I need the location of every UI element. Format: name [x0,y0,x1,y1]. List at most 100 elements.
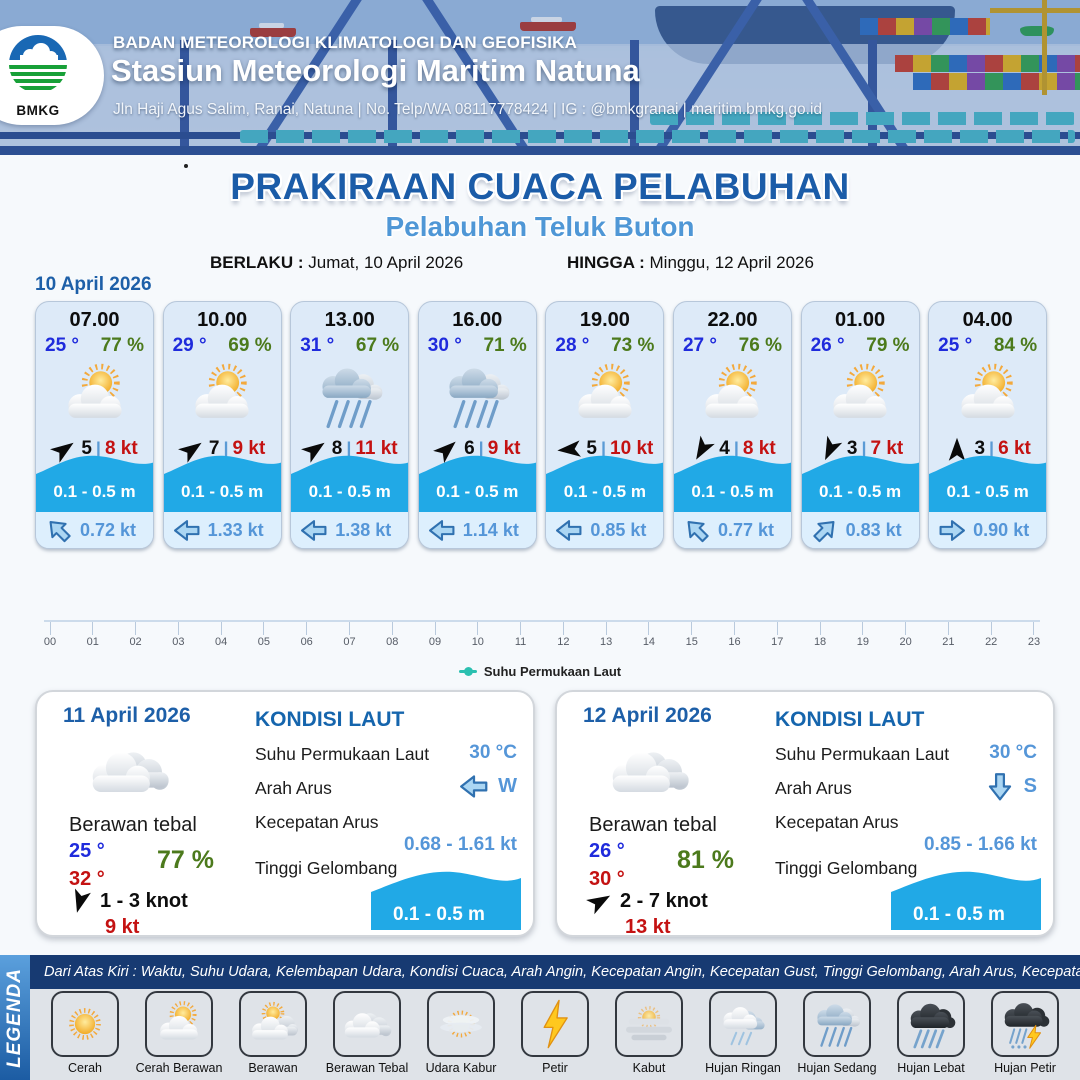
sea-conditions-panel: KONDISI LAUT Suhu Permukaan Laut 30 °C A… [255,692,521,935]
hour-tick: 07 [343,622,356,648]
card-time: 16.00 [452,309,503,331]
wave-height: 0.1 - 0.5 m [436,482,519,501]
wave-height-label: Tinggi Gelombang [775,858,918,878]
tick-mark [391,622,393,635]
daily-condition: Berawan tebal [69,814,197,836]
daily-date: 11 April 2026 [63,704,191,727]
legend-weather-icon [58,997,112,1051]
current-speed-label: Kecepatan Arus [775,812,899,832]
card-current-row: 1.38 kt [291,512,409,548]
gust-speed: 8 kt [104,438,138,459]
card-humidity: 84 % [993,335,1038,356]
legend-item-label: Petir [542,1061,568,1075]
wind-direction-icon [66,886,93,917]
forecast-card: 22.00 27 ° 76 % 4 | 8 kt [672,301,792,549]
legend-item-label: Berawan [248,1061,298,1075]
wind-gust-divider: | [95,438,101,459]
card-temperature: 26 ° [810,335,845,356]
current-speed: 1.38 kt [335,519,392,540]
daily-temp-min: 26 ° [589,840,625,862]
crane-illustration [990,8,1080,13]
hour-tick: 22 [985,622,997,648]
current-speed: 0.72 kt [80,519,137,540]
forecast-card: 19.00 28 ° 73 % 5 | 10 kt [545,301,665,549]
daily-wind-range: 1 - 3 knot [100,890,188,912]
legend-weather-icon [246,997,300,1051]
current-direction-icon [985,771,1014,803]
legend-item: Petir [510,991,600,1075]
gust-speed: 7 kt [870,438,904,459]
tick-mark [905,622,907,635]
hour-label: 11 [514,636,527,648]
wave-height: 0.1 - 0.5 m [691,482,774,501]
card-humidity: 71 % [483,335,527,356]
container-stack [913,73,1080,90]
hour-axis: 00 01 02 03 04 05 [44,620,1040,648]
wind-speed: 3 [846,438,858,459]
header-banner: BADAN METEOROLOGI KLIMATOLOGI DAN GEOFIS… [0,0,1080,155]
daily-humidity: 77 % [157,846,214,874]
card-wind-row: 6 | 9 kt [419,438,536,460]
contact-line: Jln Haji Agus Salim, Ranai, Natuna | No.… [113,101,823,118]
agency-name: BADAN METEOROLOGI KLIMATOLOGI DAN GEOFIS… [113,33,578,52]
legend-weather-icon [810,997,864,1051]
hour-label: 09 [428,636,442,648]
tick-mark [776,622,778,635]
wave-height-value: 0.1 - 0.5 m [913,904,1005,925]
tick-mark [477,622,479,635]
hour-tick: 21 [942,622,955,648]
current-speed: 0.90 kt [973,519,1030,540]
daily-wind-range: 2 - 7 knot [620,890,708,912]
hour-label: 05 [257,636,271,648]
current-speed-value: 0.85 - 1.66 kt [923,834,1037,855]
wind-gust-divider: | [861,438,867,459]
gust-speed: 10 kt [610,438,654,459]
daily-wind-row: 1 - 3 knot [67,890,188,913]
hour-tick: 05 [258,622,270,648]
daily-humidity: 81 % [677,846,734,874]
current-speed: 1.14 kt [462,519,519,540]
current-direction-icon [458,772,490,801]
wave-height: 0.1 - 0.5 m [308,482,391,501]
hour-label: 23 [1027,636,1041,648]
weather-icon [312,358,388,434]
hour-tick: 11 [515,622,527,648]
legend-item-label: Hujan Lebat [897,1061,965,1075]
daily-gust: 13 kt [625,916,671,938]
hour-label: 15 [685,636,698,648]
current-direction-letter: S [1023,775,1037,797]
current-direction-icon [39,510,79,549]
current-direction-label: Arah Arus [255,778,332,798]
wave-height: 0.1 - 0.5 m [946,482,1029,501]
legend-item-label: Kabut [632,1061,666,1075]
hour-tick: 12 [557,622,570,648]
legend-item-box [427,991,495,1057]
hour-label: 14 [642,636,656,648]
sst-legend-label: Suhu Permukaan Laut [483,664,622,679]
hour-tick: 06 [301,622,313,648]
weather-icon [950,358,1026,434]
legend-item-label: Cerah [67,1061,103,1075]
card-humidity: 67 % [355,335,400,356]
bmkg-logo-icon [8,34,68,94]
gust-speed: 9 kt [232,438,266,459]
wave-band [673,455,791,514]
legend-item: Hujan Ringan [698,991,788,1075]
current-direction-icon [427,517,457,544]
wave-band [418,455,536,514]
bmkg-logo-text: BMKG [16,103,60,118]
sst-label: Suhu Permukaan Laut [775,744,950,764]
card-wind-row: 8 | 11 kt [291,438,408,460]
current-direction-icon [937,517,967,544]
forecast-card: 13.00 31 ° 67 % 8 | 11 kt [290,301,410,549]
card-temperature: 30 ° [427,335,462,356]
hour-tick: 02 [129,622,142,648]
current-direction-value: S [984,772,1037,801]
gust-speed: 9 kt [487,438,521,459]
legend-item-label: Hujan Petir [994,1061,1056,1075]
sst-value: 30 °C [989,742,1037,763]
wind-speed: 5 [586,438,597,459]
forecast-card: 04.00 25 ° 84 % 3 | 6 kt [928,301,1048,549]
wave-band [291,455,409,514]
wave-height: 0.1 - 0.5 m [53,482,136,501]
